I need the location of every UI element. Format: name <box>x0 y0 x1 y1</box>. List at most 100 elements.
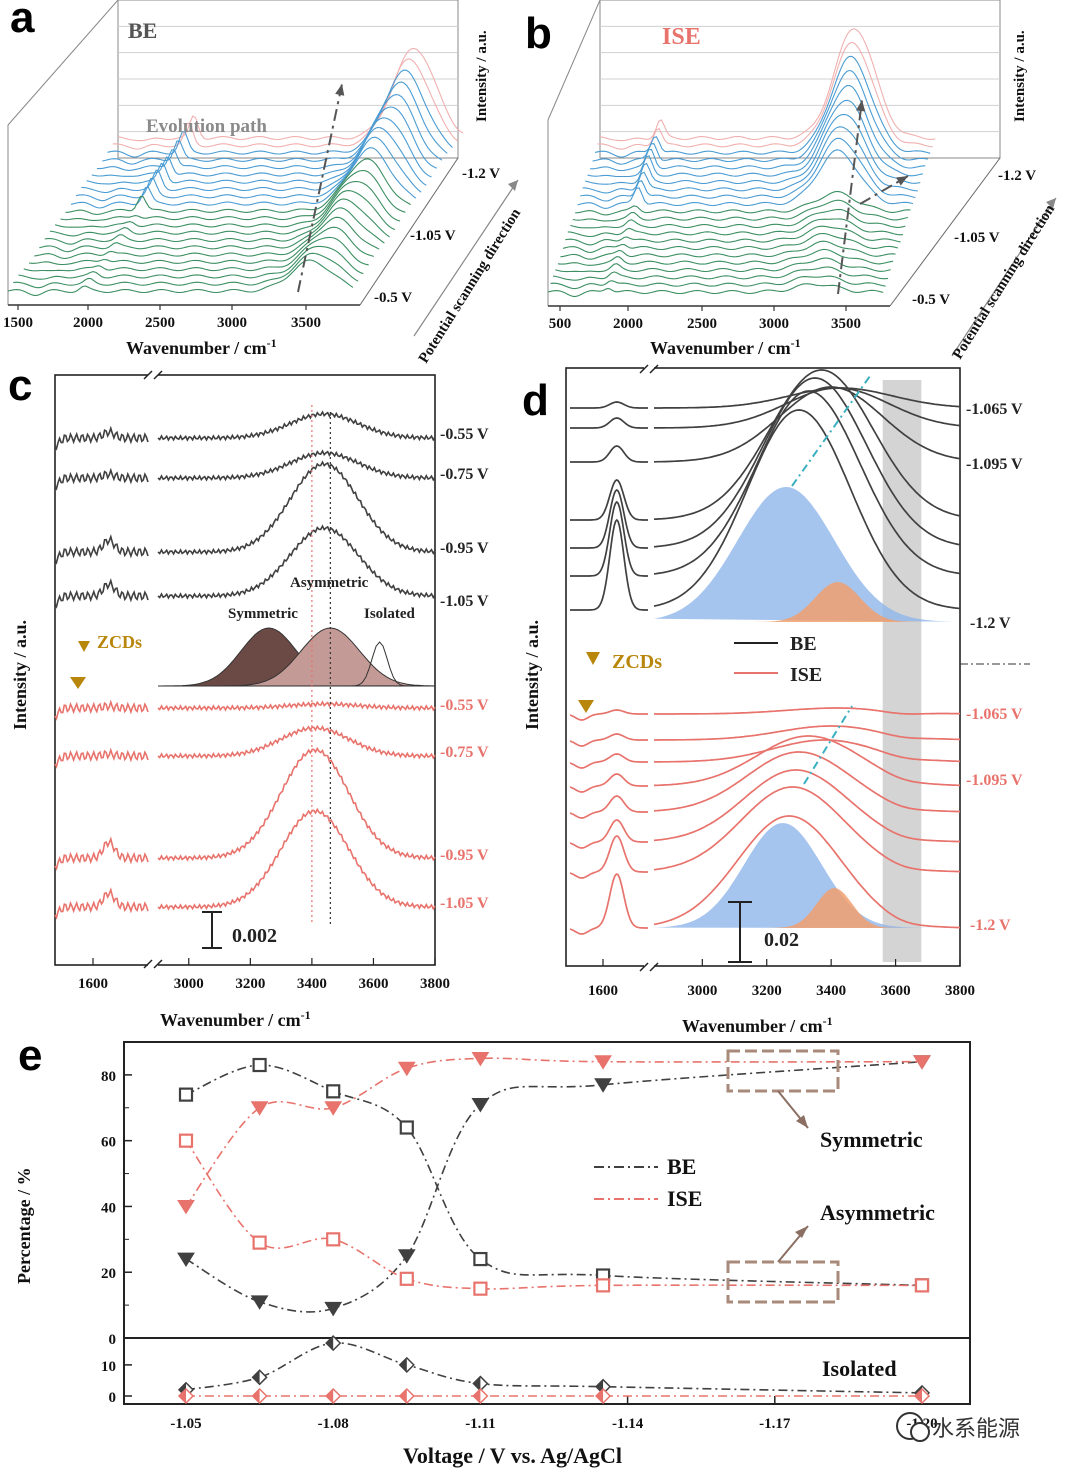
panel-c-frame <box>54 374 436 966</box>
panel-c-x-axis-title: Wavenumber / cm-1 <box>160 1008 311 1030</box>
spectrum-trace <box>86 117 432 185</box>
series-line-be-symmetric <box>185 1060 923 1313</box>
x-tick-label: 3200 <box>235 976 265 992</box>
watermark: 水系能源 <box>896 1412 1020 1442</box>
evolution-path-arrow <box>859 175 909 205</box>
x-tick-label: 500 <box>549 316 572 332</box>
panel-c-be-trace <box>157 449 436 482</box>
data-point-be-symmetric <box>250 1295 269 1310</box>
panel-c-be-label-2: -0.75 V <box>440 466 489 483</box>
box-edge-right <box>889 157 1001 307</box>
panel-d-y-axis-title: Intensity / a.u. <box>522 620 542 730</box>
panel-c-ise-trace <box>157 807 436 911</box>
panel-c-be-trace-low-wavenumber <box>54 425 149 451</box>
data-point-be-symmetric <box>324 1301 343 1317</box>
x-tick-label: -1.05 <box>170 1416 201 1432</box>
spectrum-trace <box>34 216 380 259</box>
panel-e-x-axis-title: Voltage / V vs. Ag/AgCl <box>403 1443 622 1468</box>
panel-c-zcd-marker <box>70 677 86 689</box>
spectrum-trace <box>107 69 453 158</box>
depth-axis-arrow <box>951 197 1057 357</box>
watermark-text: 水系能源 <box>932 1416 1020 1441</box>
x-tick-label: 2500 <box>687 316 717 332</box>
evolution-path-arrowhead <box>896 176 908 186</box>
panel-b-x-ticks: 500 2000 2500 3000 3500 <box>549 306 861 332</box>
data-point-ise-symmetric <box>471 1051 490 1067</box>
panel-d-ise-trace-low-wavenumber <box>569 835 648 879</box>
panel-c-be-trace-low-wavenumber <box>54 578 149 609</box>
panel-d-ise-trace-low-wavenumber <box>569 773 648 793</box>
data-point-be-symmetric <box>471 1097 490 1113</box>
data-point-ise-asymmetric <box>178 1133 194 1148</box>
y-tick-label: 0 <box>109 1390 117 1406</box>
x-tick-label: 3200 <box>752 983 782 999</box>
panel-d-zcd-marker <box>578 700 594 713</box>
panel-c-isolated-label: Isolated <box>364 606 415 622</box>
x-tick-label: 3500 <box>831 316 861 332</box>
panel-d-ise-trace-low-wavenumber <box>569 819 648 849</box>
panel-c-ise-label-2: -0.75 V <box>440 744 489 761</box>
data-point-be-isolated-half <box>326 1336 334 1351</box>
data-point-be-asymmetric <box>178 1087 194 1102</box>
panel-c-be-trace <box>157 410 436 442</box>
panel-d-axis-break <box>644 960 654 974</box>
x-tick-label: -1.11 <box>465 1416 495 1432</box>
x-tick-label: 3500 <box>291 315 321 331</box>
data-point-be-asymmetric <box>399 1120 414 1135</box>
panel-e-series <box>177 1051 931 1405</box>
evolution-path-arrowhead <box>335 84 345 96</box>
panel-d-zcd-marker-legend <box>586 652 600 665</box>
panel-c-ise-trace <box>157 700 436 712</box>
spectrum-trace <box>112 58 459 150</box>
panel-d-be-label-2: -1.095 V <box>966 456 1023 473</box>
data-point-ise-isolated-half <box>596 1389 604 1403</box>
x-tick-label: 3000 <box>759 316 789 332</box>
spectrum-trace <box>117 47 464 142</box>
x-tick-label: 1600 <box>78 976 108 992</box>
series-line-be-asymmetric <box>185 1064 923 1287</box>
data-point-ise-asymmetric <box>252 1235 267 1250</box>
y-tick-label: 60 <box>101 1135 116 1151</box>
panel-d-traces <box>569 362 1030 974</box>
panel-c-axis-break-mark <box>143 959 153 969</box>
x-tick-label: 3400 <box>816 983 846 999</box>
panel-c-y-axis-title: Intensity / a.u. <box>10 620 30 730</box>
y-tick-label: 10 <box>101 1359 116 1375</box>
panel-c-zcd-marker-legend <box>78 641 90 652</box>
panel-c-asymmetric-label: Asymmetric <box>290 575 369 591</box>
x-tick-label: 3000 <box>687 983 717 999</box>
x-tick-label: 3800 <box>420 976 450 992</box>
panel-d-ise-trace-low-wavenumber <box>569 733 648 747</box>
data-point-ise-asymmetric <box>914 1278 930 1293</box>
panel-d-be-trace-low-wavenumber <box>570 401 648 409</box>
panel-e-symmetric-annotation: Symmetric <box>820 1127 923 1152</box>
spectrum-trace <box>75 136 422 202</box>
panel-d-be-peak-shift-guide <box>791 375 871 487</box>
x-tick-label: 2000 <box>73 315 103 331</box>
spectrum-trace <box>39 207 385 253</box>
panel-d-be-trace-low-wavenumber <box>570 518 648 611</box>
x-tick-label: -1.17 <box>759 1416 791 1432</box>
spectrum-trace <box>91 106 438 177</box>
data-point-ise-symmetric <box>324 1101 343 1116</box>
spectrum-trace <box>562 232 899 254</box>
panel-d-ise-trace <box>654 739 960 763</box>
data-point-be-asymmetric <box>473 1251 488 1267</box>
panel-d-ise-trace-low-wavenumber <box>569 753 648 769</box>
panel-d-ise-peak-shift-guide <box>803 705 853 785</box>
depth-axis-arrowhead <box>1046 198 1056 209</box>
panel-a-3d-spectra: BE Evolution path 1500 2000 2500 3000 3500 W… <box>3 0 525 366</box>
panel-c-axis-break <box>148 958 158 972</box>
y-tick-label: 20 <box>101 1266 116 1282</box>
panel-c-ise-trace-low-wavenumber <box>54 699 149 721</box>
panel-d-ise-label-2: -1.095 V <box>966 772 1023 789</box>
spectrum-trace <box>70 147 417 209</box>
x-tick-label: 3800 <box>945 983 975 999</box>
spectrum-trace <box>577 149 914 209</box>
panel-e-symmetric-box <box>726 1049 840 1093</box>
spectrum-trace <box>590 84 926 172</box>
data-point-ise-symmetric <box>594 1055 612 1070</box>
panel-d-be-trace <box>653 390 961 575</box>
panel-a-traces <box>7 47 519 337</box>
